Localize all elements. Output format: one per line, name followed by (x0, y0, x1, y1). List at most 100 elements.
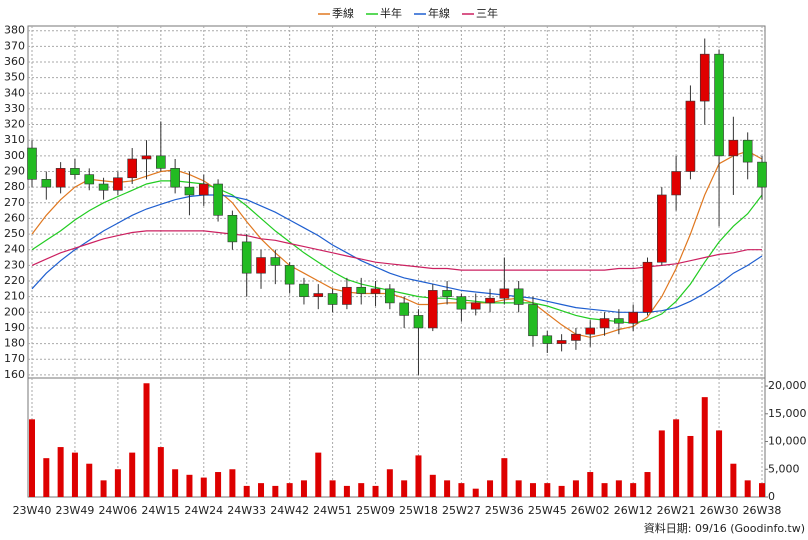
volume-bar (358, 483, 365, 497)
candle-body (327, 293, 338, 305)
volume-bar (71, 452, 78, 497)
volume-bar (701, 397, 708, 497)
y-tick-label: 160 (4, 368, 25, 381)
y2-tick-label: 0 (768, 490, 775, 503)
candle-body (270, 257, 281, 266)
candle-body (27, 147, 37, 180)
y-tick-label: 280 (4, 180, 25, 193)
candle-body (342, 286, 352, 305)
x-tick-label: 26W38 (743, 504, 782, 517)
y2-tick-label: 5,000 (768, 462, 800, 475)
y-tick-label: 380 (4, 24, 25, 37)
candle-body (98, 183, 109, 191)
footer: 資料日期: 09/16 (Goodinfo.tw) (644, 521, 805, 535)
x-tick-label: 26W12 (614, 504, 653, 517)
volume-bar (343, 485, 350, 497)
candle-body (399, 302, 409, 316)
volume-bar (43, 458, 50, 497)
candle-body (427, 290, 438, 329)
y-tick-label: 210 (4, 290, 25, 303)
y-tick-label: 350 (4, 71, 25, 84)
volume-bar (200, 477, 207, 497)
candle-body (198, 183, 209, 196)
legend-label: 年線 (428, 6, 450, 20)
volume-bar (744, 480, 751, 497)
x-tick-label: 23W49 (56, 504, 95, 517)
candle-body (385, 288, 395, 304)
volume-bar (172, 469, 179, 497)
moving-average-line (31, 194, 763, 313)
volume-bar (372, 485, 379, 497)
candle-body (256, 257, 266, 274)
x-tick-label: 26W21 (657, 504, 696, 517)
volume-bar (157, 447, 164, 497)
candle-body (628, 311, 638, 324)
volume-bar (29, 419, 35, 497)
candle-body (685, 100, 696, 172)
x-tick-label: 25W36 (485, 504, 524, 517)
candle-body (299, 283, 309, 297)
candle-body (513, 288, 524, 305)
candle-body (41, 179, 52, 188)
candle-body (370, 288, 381, 294)
volume-bar (186, 474, 193, 497)
candle-body (657, 194, 667, 263)
x-tick-label: 23W40 (13, 504, 52, 517)
y-tick-label: 310 (4, 133, 25, 146)
volume-bar (114, 469, 121, 497)
y-tick-label: 270 (4, 196, 25, 209)
y2-tick-label: 15,000 (768, 407, 807, 420)
candle-body (442, 290, 452, 297)
y-tick-label: 260 (4, 211, 25, 224)
y-tick-label: 250 (4, 227, 25, 240)
volume-bar (544, 483, 551, 497)
y-tick-label: 290 (4, 164, 25, 177)
candle-body (84, 174, 95, 185)
candle-body (585, 327, 596, 335)
y-tick-label: 240 (4, 243, 25, 256)
volume-bar (444, 480, 451, 497)
volume-bar (572, 480, 579, 497)
x-tick-label: 24W15 (141, 504, 180, 517)
candle-body (671, 171, 681, 196)
x-tick-label: 24W42 (270, 504, 309, 517)
y-tick-label: 170 (4, 352, 25, 365)
volume-bar (730, 463, 737, 497)
candle-body (699, 53, 710, 102)
volume-bar (487, 480, 494, 497)
volume-bar (687, 435, 694, 497)
moving-average-line (31, 180, 763, 324)
volume-bar (229, 469, 236, 497)
candle-body (599, 318, 610, 329)
candle-body (556, 340, 567, 344)
x-tick-label: 25W18 (399, 504, 438, 517)
y-tick-label: 180 (4, 337, 25, 350)
volume-bar (386, 469, 393, 497)
y-tick-label: 220 (4, 274, 25, 287)
candle-body (714, 53, 724, 157)
x-tick-label: 25W09 (356, 504, 395, 517)
volume-bar (501, 458, 508, 497)
y-tick-label: 200 (4, 305, 25, 318)
candle-body (542, 335, 553, 344)
volume-bar (615, 480, 622, 497)
volume-bar (716, 430, 723, 497)
volume-bar (315, 452, 322, 497)
x-tick-label: 24W33 (227, 504, 266, 517)
x-tick-label: 25W45 (528, 504, 567, 517)
candle-body (156, 155, 166, 169)
x-tick-label: 24W51 (313, 504, 352, 517)
volume-bar (429, 474, 436, 497)
volume-bar (300, 480, 307, 497)
x-tick-label: 24W24 (184, 504, 223, 517)
candle-body (470, 302, 481, 310)
volume-bar (472, 488, 479, 497)
x-tick-label: 25W27 (442, 504, 481, 517)
candle-body (241, 241, 252, 274)
candle-body (528, 304, 538, 337)
candle-body (642, 261, 653, 313)
candle-body (313, 293, 324, 297)
candle-body (413, 315, 424, 329)
volume-bar (215, 472, 222, 497)
volume-bar (458, 483, 465, 497)
